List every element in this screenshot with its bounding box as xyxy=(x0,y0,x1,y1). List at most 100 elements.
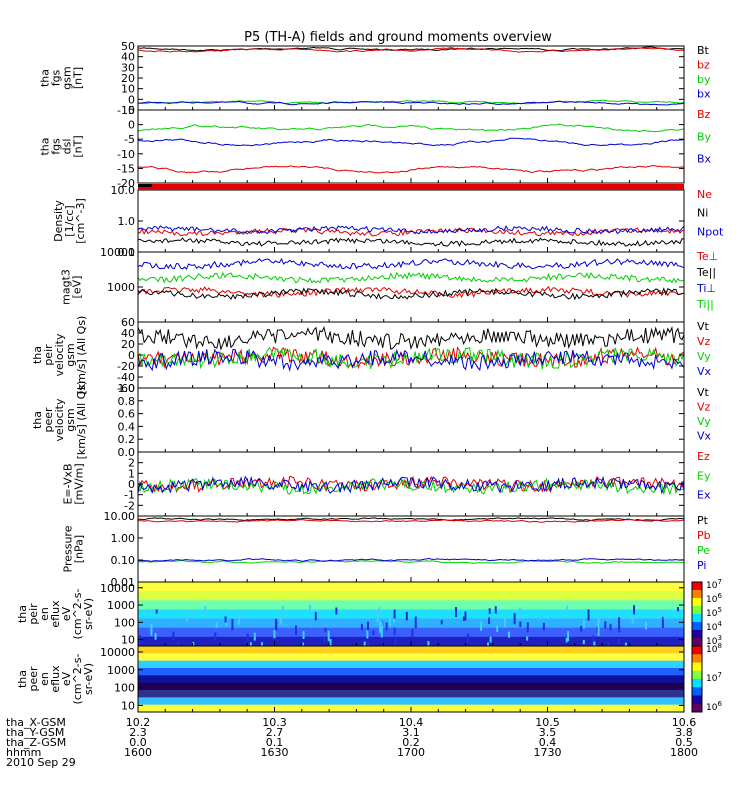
spectrogram-speck xyxy=(215,622,218,628)
spectrogram-speck xyxy=(393,618,396,624)
y-tick-label: 0 xyxy=(128,478,135,491)
colorbar-label: 106 xyxy=(706,700,722,713)
spectrogram-band xyxy=(138,609,684,620)
y-tick-label: 10 xyxy=(121,83,135,96)
colorbar-segment xyxy=(692,679,702,688)
y-tick-label: 0.2 xyxy=(118,433,136,446)
spectrogram-speck xyxy=(542,622,545,631)
series-line-Te⊥ xyxy=(137,285,685,299)
data-flag-mark xyxy=(138,184,152,187)
spectrogram-speck xyxy=(633,605,636,615)
spectrogram-speck xyxy=(566,605,569,615)
spectrogram-speck xyxy=(609,623,612,631)
y-axis-label: E=-VxB[mV/m] xyxy=(62,463,86,504)
colorbar-segment xyxy=(692,654,702,663)
y-tick-label: 0 xyxy=(128,119,135,132)
spectrogram-speck xyxy=(253,632,256,641)
y-axis: 10.0 1.0 0.1 xyxy=(111,184,684,259)
spectrogram-speck xyxy=(622,613,625,620)
colorbar-segment xyxy=(692,695,702,705)
y-tick-label: -15 xyxy=(117,162,135,175)
spectrogram-band xyxy=(138,697,684,706)
x-axis-value: 0.0 xyxy=(129,736,147,749)
spectrogram-speck xyxy=(644,621,647,630)
y-tick-label: 100 xyxy=(114,682,135,695)
legend: Bz By Bx xyxy=(697,108,712,166)
x-axis-value: 1700 xyxy=(397,746,425,759)
spectrogram-speck xyxy=(631,613,634,624)
colorbar-label: 108 xyxy=(706,642,722,655)
colorbar-segment xyxy=(692,646,702,655)
spectrogram-speck xyxy=(360,623,363,631)
y-tick-label: 0.8 xyxy=(118,395,136,408)
legend-Ne: Ne xyxy=(697,188,712,201)
colorbar-segment xyxy=(692,598,702,607)
x-axis-value: 10.2 xyxy=(126,716,151,729)
spectrogram-speck xyxy=(580,626,583,632)
x-axis-row-label: tha_X-GSM xyxy=(6,716,66,729)
colorbar-segment xyxy=(692,590,702,599)
y-tick-label: -40 xyxy=(117,371,135,384)
spectrogram-band xyxy=(138,600,684,610)
series-line-Vt xyxy=(137,325,685,351)
series-line-Vx xyxy=(137,348,685,372)
spectrogram-speck xyxy=(618,617,621,629)
x-axis-value: 10.5 xyxy=(535,716,560,729)
series-line-Pb xyxy=(137,519,684,523)
spectrogram-speck xyxy=(677,607,680,612)
x-axis-value: 10.4 xyxy=(399,716,424,729)
spectrogram-speck xyxy=(279,613,282,623)
spectrogram-speck xyxy=(204,605,207,618)
y-tick-label: 2 xyxy=(128,457,135,470)
panel-10: 108 107 106 10000 1000 100 10 thapeerenefluxeV(… xyxy=(16,642,722,713)
spectrogram-speck xyxy=(380,626,383,638)
x-axis-value: 10.3 xyxy=(262,716,287,729)
spectrogram-speck xyxy=(480,620,483,631)
date-label: 2010 Sep 29 xyxy=(6,756,76,769)
spectrogram-band xyxy=(138,690,684,698)
spectrogram-band xyxy=(138,591,684,601)
spectrogram-speck xyxy=(494,606,497,614)
y-tick-label: -20 xyxy=(117,177,135,190)
y-tick-label: 20 xyxy=(121,338,135,351)
series-line-Ni xyxy=(137,237,685,247)
y-axis-label: thapeervelocitygsm[km/s] (All Qs) xyxy=(31,381,88,460)
panel-3: Ne Ni Npot 10.0 1.0 0.1 Density[1/cc][cm^-3] xyxy=(52,184,724,259)
x-axis-value: 1600 xyxy=(124,746,152,759)
spectrogram-speck xyxy=(192,642,195,647)
spectrogram-speck xyxy=(146,608,149,618)
legend: Vt Vz Vy Vx xyxy=(697,320,712,378)
legend-Ti⊥: Ti⊥ xyxy=(696,282,716,295)
spectrogram-speck xyxy=(393,627,396,636)
y-tick-label: 10000 xyxy=(100,582,135,595)
y-tick-label: 100 xyxy=(114,616,135,629)
spectrogram-speck xyxy=(659,610,662,619)
colorbar-segment xyxy=(692,703,702,713)
spectrogram-speck xyxy=(592,635,595,646)
y-tick-label: 1 xyxy=(128,467,135,480)
spectrogram-speck xyxy=(597,625,600,637)
y-tick-label: 0 xyxy=(128,349,135,362)
colorbar-segment xyxy=(692,670,702,680)
spectrogram-speck xyxy=(274,618,277,630)
colorbar-label: 107 xyxy=(706,671,722,684)
series-line-Ti⊥ xyxy=(137,257,685,270)
legend: Ez Ey Ex xyxy=(697,450,711,502)
spectrogram-speck xyxy=(518,607,521,619)
spectrogram-speck xyxy=(246,633,249,641)
spectrogram-speck xyxy=(273,629,276,639)
spectrogram-band xyxy=(138,675,684,684)
spectrogram-speck xyxy=(378,607,381,618)
spectrogram-speck xyxy=(597,616,600,625)
legend: Ne Ni Npot xyxy=(697,188,724,238)
x-axis-value: 2.3 xyxy=(129,726,147,739)
spectrogram-band xyxy=(138,618,684,629)
spectrogram-speck xyxy=(455,607,458,618)
colorbar-segment xyxy=(692,630,702,639)
x-axis-row-label: tha_Y-GSM xyxy=(6,726,64,739)
y-tick-label: -60 xyxy=(117,382,135,395)
y-axis: 10000 1000 100 10 xyxy=(100,582,684,647)
colorbar-segment xyxy=(692,582,702,591)
